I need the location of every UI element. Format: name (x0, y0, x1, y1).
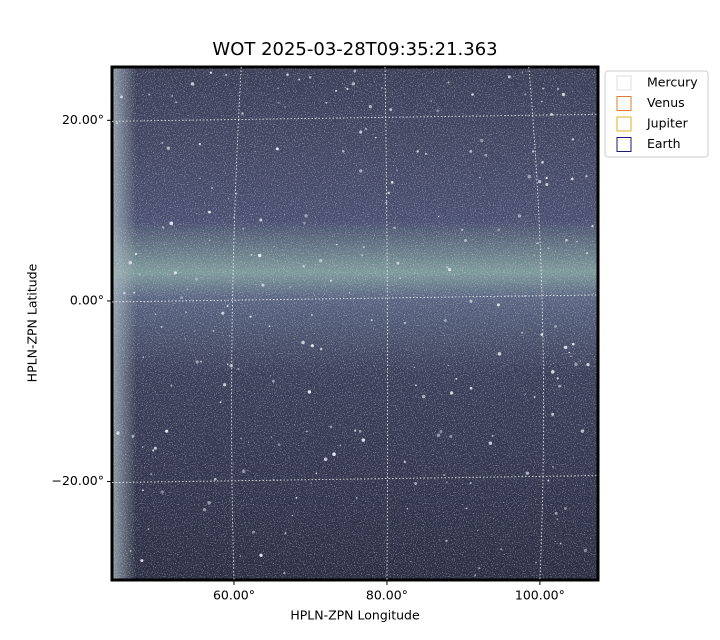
legend-label: Venus (647, 95, 685, 110)
grid-line (528, 66, 545, 581)
legend-frame (604, 70, 709, 158)
x-axis-label: HPLN-ZPN Longitude (290, 608, 420, 623)
legend-label: Earth (647, 136, 681, 151)
legend-marker (616, 137, 632, 152)
y-tick-label: −20.00° (51, 473, 104, 488)
grid-line (111, 294, 599, 303)
grid-line (231, 66, 242, 581)
y-tick-label: 20.00° (62, 112, 104, 127)
y-tick-label: 0.00° (70, 292, 104, 307)
y-axis-label: HPLN-ZPN Latitude (25, 263, 40, 382)
grid-line (384, 66, 389, 581)
legend-marker (616, 75, 632, 91)
legend-marker (616, 116, 632, 132)
stars (116, 69, 594, 577)
legend-marker (616, 96, 632, 111)
x-tick-label: 100.00° (515, 588, 565, 603)
legend-label: Mercury (647, 75, 698, 90)
x-tick-label: 80.00° (366, 588, 408, 603)
grid-line (111, 475, 599, 484)
sky-image (110, 65, 600, 582)
grid-line (111, 113, 599, 122)
legend: Mercury Venus Jupiter Earth (604, 70, 709, 158)
chart-title: WOT 2025-03-28T09:35:21.363 (212, 39, 497, 60)
legend-label: Jupiter (646, 116, 689, 131)
x-tick-label: 60.00° (213, 588, 255, 603)
